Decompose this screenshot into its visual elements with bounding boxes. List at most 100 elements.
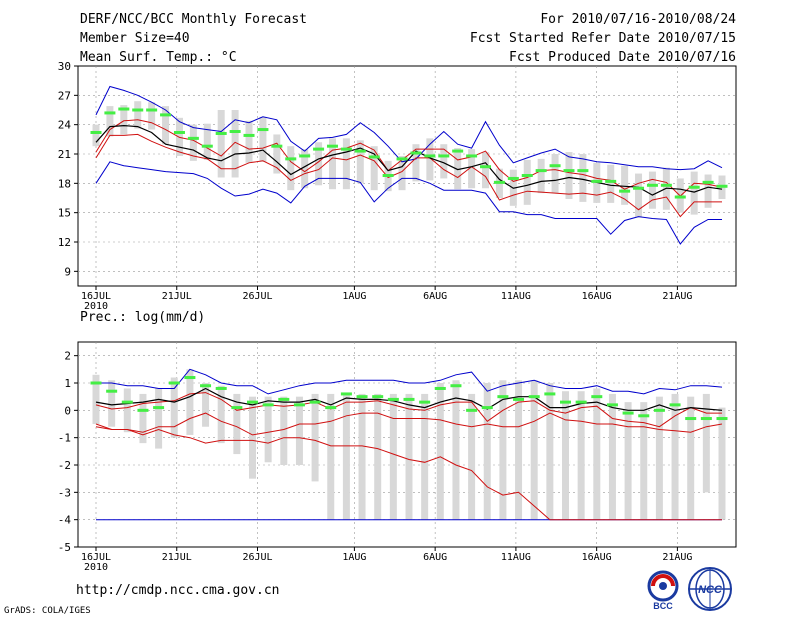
ensemble-box: [328, 138, 336, 190]
median-mark: [299, 154, 311, 158]
y-tick-label: -3: [58, 486, 71, 499]
median-mark: [257, 128, 269, 132]
ensemble-box: [233, 393, 241, 455]
median-mark: [215, 386, 227, 390]
median-mark: [153, 406, 165, 410]
ensemble-box: [468, 149, 476, 189]
median-mark: [452, 149, 464, 153]
median-mark: [340, 392, 352, 396]
ensemble-box: [186, 369, 194, 435]
ensemble-box: [621, 165, 629, 205]
x-tick-label: 21JUL: [162, 291, 192, 302]
ensemble-box: [421, 393, 429, 520]
ensemble-box: [412, 144, 420, 182]
median-mark: [535, 169, 547, 173]
series-line-lower: [95, 412, 723, 436]
median-mark: [137, 408, 149, 412]
median-mark: [688, 185, 700, 189]
y-tick-label: 9: [64, 265, 71, 278]
y-tick-label: 24: [58, 119, 72, 132]
median-mark: [591, 395, 603, 399]
median-mark: [118, 107, 130, 111]
ensemble-box: [702, 393, 710, 493]
ensemble-box: [671, 393, 679, 520]
median-mark: [278, 397, 290, 401]
ensemble-box: [398, 155, 406, 191]
y-tick-label: 2: [64, 350, 71, 363]
ensemble-box: [327, 393, 335, 520]
chart-title: DERF/NCC/BCC Monthly Forecast: [80, 12, 307, 27]
median-mark: [528, 395, 540, 399]
ensemble-box: [358, 393, 366, 520]
median-mark: [229, 130, 241, 134]
median-mark: [356, 395, 368, 399]
x-tick-label: 26JUL: [242, 291, 272, 302]
ncc-logo: NCC: [688, 567, 732, 611]
ensemble-box: [301, 149, 309, 189]
ensemble-box: [537, 158, 545, 194]
median-mark: [372, 395, 384, 399]
ensemble-box: [203, 123, 211, 160]
median-mark: [106, 389, 118, 393]
fcst-started-date: Fcst Started Refer Date 2010/07/15: [469, 31, 736, 46]
ensemble-box: [356, 140, 364, 184]
ensemble-box: [426, 138, 434, 181]
median-mark: [619, 189, 631, 193]
ensemble-box: [264, 396, 272, 463]
median-mark: [716, 417, 728, 421]
median-mark: [201, 144, 213, 148]
ensemble-box: [690, 171, 698, 215]
median-mark: [674, 195, 686, 199]
series-line-mean: [95, 124, 723, 196]
median-mark: [396, 157, 408, 161]
ensemble-box: [374, 393, 382, 520]
y-tick-label: -5: [58, 541, 71, 554]
median-mark: [243, 133, 255, 137]
median-mark: [716, 184, 728, 188]
series-line-mean: [95, 387, 723, 411]
median-mark: [146, 108, 158, 112]
x-tick-label: 21AUG: [662, 291, 692, 302]
ensemble-box: [454, 148, 462, 190]
y-tick-label: -2: [58, 459, 71, 472]
median-mark: [575, 400, 587, 404]
median-mark: [382, 174, 394, 178]
ensemble-box: [295, 396, 303, 465]
ensemble-box: [607, 164, 615, 203]
median-mark: [90, 130, 102, 134]
median-mark: [466, 408, 478, 412]
ensemble-box: [440, 144, 448, 179]
median-mark: [313, 147, 325, 151]
x-tick-label: 21JUL: [162, 552, 192, 563]
ensemble-box: [718, 407, 726, 520]
median-mark: [660, 183, 672, 187]
median-mark: [466, 154, 478, 158]
x-tick-label: 6AUG: [423, 291, 447, 302]
median-mark: [633, 186, 645, 190]
ensemble-box: [342, 138, 350, 190]
x-year-label: 2010: [84, 562, 108, 573]
ensemble-box: [92, 374, 100, 424]
ensemble-box: [170, 377, 178, 438]
median-mark: [685, 417, 697, 421]
median-mark: [702, 180, 714, 184]
series-line-max: [96, 368, 723, 395]
median-mark: [544, 392, 556, 396]
chart-panel-temperature: 9 12 15 18 21 24 27 30 16JUL 21JUL 26JUL 1AUG 6AUG 11…: [58, 60, 737, 312]
median-mark: [497, 395, 509, 399]
ensemble-box: [405, 393, 413, 520]
median-mark: [168, 381, 180, 385]
ensemble-box: [579, 154, 587, 202]
ensemble-box: [523, 159, 531, 205]
ensemble-box: [468, 393, 476, 520]
ensemble-box: [593, 388, 601, 520]
median-mark: [403, 397, 415, 401]
median-mark: [450, 384, 462, 388]
ensemble-box: [342, 393, 350, 520]
grads-credit: GrADS: COLA/IGES: [4, 606, 91, 616]
median-mark: [521, 174, 533, 178]
bcc-logo-text: BCC: [653, 601, 673, 611]
source-url[interactable]: http://cmdp.ncc.cma.gov.cn: [76, 583, 280, 598]
ensemble-box: [120, 105, 128, 135]
